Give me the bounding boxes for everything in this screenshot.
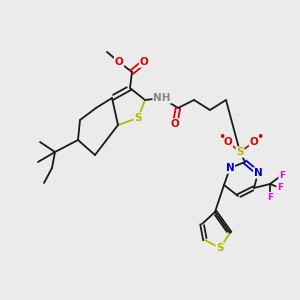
Text: O: O xyxy=(224,137,232,147)
Text: F: F xyxy=(277,184,283,193)
Text: O: O xyxy=(115,57,123,67)
Text: N: N xyxy=(254,168,262,178)
Text: N: N xyxy=(226,163,234,173)
Text: NH: NH xyxy=(153,93,171,103)
Text: •: • xyxy=(256,130,264,143)
Text: F: F xyxy=(267,193,273,202)
Text: O: O xyxy=(140,57,148,67)
Text: •: • xyxy=(218,130,226,143)
Text: S: S xyxy=(134,113,142,123)
Text: O: O xyxy=(171,119,179,129)
Text: S: S xyxy=(216,243,224,253)
Text: O: O xyxy=(250,137,258,147)
Text: S: S xyxy=(236,147,244,157)
Text: F: F xyxy=(279,170,285,179)
